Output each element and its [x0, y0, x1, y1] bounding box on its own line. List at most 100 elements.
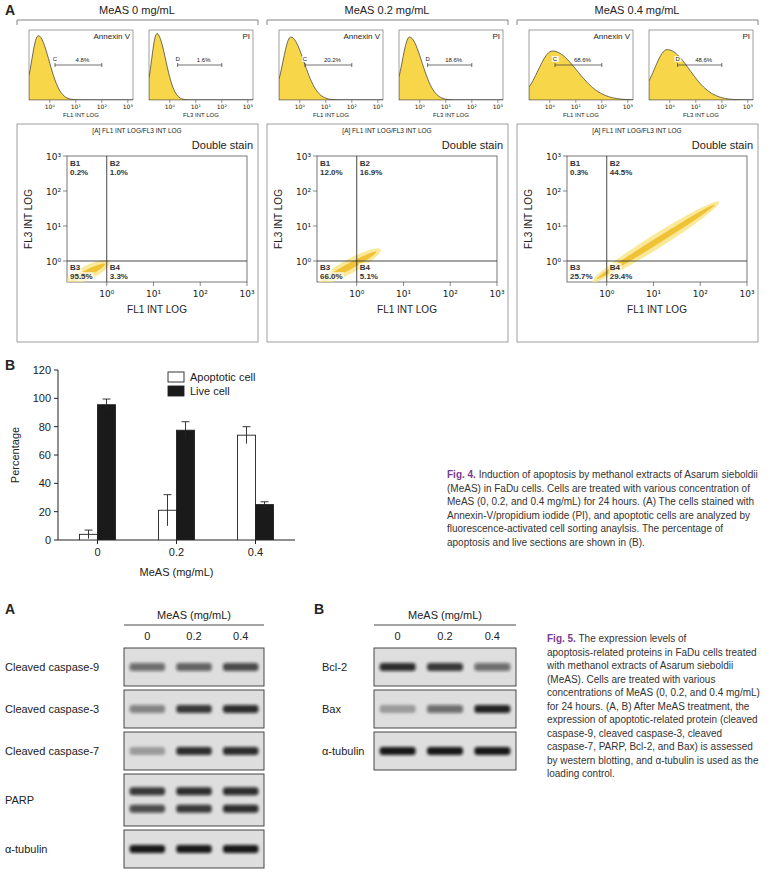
plot-frame: [567, 156, 747, 282]
lane-label: 0.4: [485, 630, 500, 642]
histogram-shape: [149, 34, 253, 101]
tick-label: 10⁰: [546, 257, 561, 267]
row-label: α-tubulin: [322, 745, 364, 757]
tick: [255, 540, 256, 544]
lane-label: 0: [144, 630, 150, 642]
label-patch: [319, 159, 332, 168]
histogram: PI10⁰10¹10²10³FL3 INT LOGD18.6%: [399, 30, 503, 118]
gate-value: 48.6%: [695, 57, 713, 63]
caption-line: for 24 hours. (A, B) After MeAS treatmen…: [547, 701, 750, 712]
tick: [54, 398, 58, 399]
gate-value: 68.6%: [574, 57, 592, 63]
tick-label: 10⁰: [415, 103, 426, 110]
label-patch: [609, 272, 634, 281]
tick-label: 10²: [546, 187, 561, 197]
caption-run: MeAS (0, 0.2, and 0.4 mg/mL) for 24 hour…: [447, 496, 754, 507]
gate-end: [427, 63, 428, 67]
dot-plot-header: [A] FL1 INT LOG/FL3 INT LOG: [342, 127, 431, 135]
band: [427, 747, 463, 755]
tick: [63, 261, 67, 262]
tick-label: 10²: [467, 103, 478, 110]
error-bar: [182, 422, 190, 439]
error-bar: [164, 495, 172, 526]
gate-end: [555, 63, 556, 67]
histogram-shape: [279, 37, 383, 100]
caption-run: (MeAS). Cells are treated with various: [547, 674, 715, 685]
band: [223, 787, 258, 795]
tick-label: 10⁰: [295, 103, 306, 110]
blot-strip: [124, 774, 264, 826]
tick-label: 10³: [46, 152, 61, 162]
label-patch: [302, 56, 309, 62]
tick-label: 10¹: [441, 103, 452, 110]
label-patch: [69, 272, 94, 281]
label-patch: [609, 159, 622, 168]
label-patch: [569, 272, 594, 281]
tick: [563, 156, 567, 157]
band: [176, 663, 211, 671]
tick: [563, 261, 567, 262]
label-patch: [359, 272, 379, 281]
tick-label: 20: [39, 506, 51, 518]
label-patch: [109, 272, 129, 281]
caption-run: The expression levels of: [576, 633, 687, 644]
tick-label: 10³: [296, 152, 311, 162]
gate-value: 1.6%: [197, 57, 211, 63]
axis-title: FL3 INT LOG: [273, 189, 284, 249]
tick-label: 10³: [373, 103, 384, 110]
tick: [54, 455, 58, 456]
label-patch: [69, 159, 82, 168]
tick-label: 40: [39, 477, 51, 489]
bar: [98, 405, 116, 540]
gate-letter: C: [553, 56, 558, 62]
axis-title: FL1 INT LOG: [127, 304, 187, 315]
tick-label: 10⁰: [599, 289, 614, 299]
cell-cloud: [67, 256, 113, 282]
histogram-title: Annexin V: [594, 32, 631, 41]
gate-value: 18.6%: [445, 57, 463, 63]
group-title: MeAS 0 mg/mL: [99, 4, 175, 16]
caption-line: (MeAS). Cells are treated with various: [547, 674, 715, 685]
axis-title: FL3 INT LOG: [683, 112, 719, 118]
quadrant-value: 0.3%: [570, 168, 588, 177]
tick-label: 10⁰: [545, 103, 556, 110]
tick-label: 0.2: [169, 546, 184, 558]
quadrant-value: 5.1%: [360, 272, 378, 281]
tick-label: 10¹: [191, 103, 202, 110]
quadrant-line: [67, 261, 247, 262]
histogram-clip: [649, 50, 753, 100]
histogram-frame: [529, 30, 633, 100]
tick-label: 10⁰: [45, 103, 56, 110]
label-patch: [359, 168, 384, 177]
band: [130, 747, 165, 755]
band: [176, 845, 211, 853]
tick-label: 10⁰: [665, 103, 676, 110]
tick: [450, 282, 451, 286]
histogram-shape: [529, 51, 633, 100]
caption-run: apoptosis and live sections are shown in…: [447, 537, 645, 548]
caption-line: caspase-9, cleaved caspase-3, cleaved: [547, 728, 722, 739]
tick: [54, 370, 58, 371]
tick: [200, 282, 201, 286]
lane-label: 0: [395, 630, 401, 642]
tick-label: 10²: [693, 289, 708, 299]
blot-strip: [374, 732, 516, 770]
band: [380, 705, 416, 713]
quadrant-name: B3: [320, 263, 331, 272]
caption-line: with methanol extracts of Asarum siebold…: [546, 660, 733, 671]
panel-letter: B: [5, 357, 15, 373]
histogram: Annexin V10⁰10¹10²10³FL1 INT LOGC20.2%: [279, 30, 383, 118]
western-blot: BMeAS (mg/mL)00.20.4Bcl-2Baxα-tubulin: [314, 601, 516, 770]
tick: [54, 426, 58, 427]
gate-letter: C: [53, 56, 58, 62]
western-blot: AMeAS (mg/mL)00.20.4Cleaved caspase-9Cle…: [5, 601, 264, 868]
tick-label: 10³: [489, 289, 504, 299]
axis-title: FL3 INT LOG: [433, 112, 469, 118]
tick: [97, 540, 98, 544]
tick: [63, 156, 67, 157]
band: [474, 747, 510, 755]
label-patch: [573, 57, 593, 63]
label-patch: [359, 263, 372, 272]
dot-plot-header: [A] FL1 INT LOG/FL3 INT LOG: [92, 127, 181, 135]
tick-label: 10²: [443, 289, 458, 299]
